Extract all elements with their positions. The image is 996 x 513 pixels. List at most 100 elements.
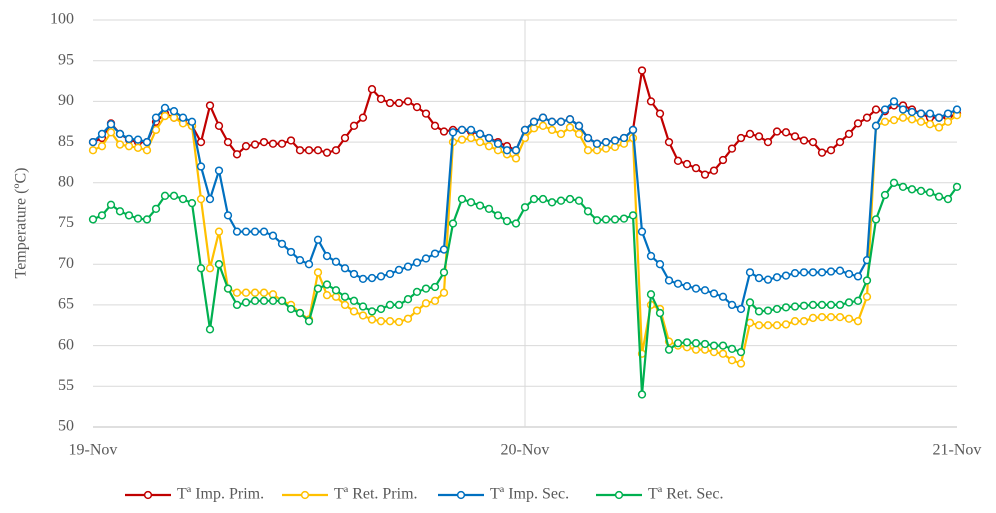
data-point — [223, 211, 233, 220]
data-point — [187, 117, 197, 126]
y-tick-label: 70 — [58, 255, 74, 272]
data-point — [754, 132, 764, 141]
legend-marker — [614, 490, 624, 500]
data-point — [448, 128, 458, 137]
data-point — [880, 190, 890, 200]
data-point — [511, 219, 521, 228]
y-tick-label: 90 — [58, 92, 74, 109]
y-axis-label: Temperature (ºC) — [13, 168, 30, 279]
data-point — [313, 284, 323, 293]
data-point — [394, 300, 404, 310]
data-point — [214, 260, 224, 269]
data-point — [358, 302, 368, 311]
data-point — [268, 231, 278, 240]
data-point — [709, 166, 719, 175]
data-point — [853, 296, 863, 305]
data-point — [709, 341, 719, 350]
data-point — [376, 317, 386, 326]
data-point — [259, 227, 269, 236]
data-point — [250, 140, 260, 149]
data-point — [718, 155, 728, 165]
data-point — [241, 298, 251, 307]
data-point — [349, 307, 359, 316]
data-point — [97, 129, 107, 139]
data-point — [286, 304, 296, 314]
data-point — [889, 178, 899, 187]
data-point — [835, 266, 845, 275]
data-point — [457, 135, 467, 144]
data-point — [421, 254, 431, 263]
data-point — [826, 312, 836, 322]
data-point — [124, 211, 134, 220]
data-point — [871, 105, 881, 114]
data-point — [421, 284, 431, 293]
data-point — [412, 102, 422, 112]
data-point — [853, 119, 863, 128]
data-point — [340, 133, 350, 143]
data-point — [655, 109, 665, 118]
data-point — [763, 137, 773, 147]
data-point — [664, 137, 674, 147]
data-point — [367, 273, 377, 283]
data-point — [448, 219, 458, 228]
data-point — [763, 275, 773, 284]
data-point — [520, 125, 530, 135]
data-point — [178, 113, 188, 122]
series — [88, 178, 962, 399]
data-point — [142, 137, 152, 147]
data-point — [313, 146, 323, 155]
data-point — [151, 204, 161, 213]
data-point — [709, 289, 719, 298]
data-point — [232, 300, 242, 310]
data-point — [592, 139, 602, 148]
data-point — [646, 97, 656, 106]
data-point — [322, 280, 332, 289]
data-point — [133, 214, 143, 223]
y-tick-label: 95 — [58, 51, 74, 68]
data-point — [772, 321, 782, 330]
data-point — [943, 109, 953, 118]
data-point — [466, 198, 476, 207]
data-point — [304, 146, 314, 155]
data-point — [250, 288, 260, 297]
data-point — [871, 215, 881, 224]
data-point — [412, 306, 422, 315]
data-point — [430, 296, 440, 305]
data-point — [835, 312, 845, 322]
data-point — [376, 272, 386, 281]
data-point — [196, 194, 206, 204]
data-point — [466, 133, 476, 143]
data-point — [214, 166, 224, 175]
data-point — [412, 258, 422, 267]
data-point — [790, 317, 800, 326]
data-point — [844, 314, 854, 323]
data-point — [754, 321, 764, 330]
data-point — [331, 286, 341, 295]
data-point — [637, 227, 647, 236]
data-point — [349, 269, 359, 279]
data-point — [223, 284, 233, 293]
data-point — [331, 146, 341, 155]
data-point — [205, 194, 215, 204]
data-point — [259, 296, 269, 305]
data-point — [673, 339, 683, 348]
data-point — [484, 142, 494, 151]
data-point — [799, 268, 809, 277]
data-point — [574, 196, 584, 205]
data-point — [259, 288, 269, 297]
data-point — [646, 290, 656, 299]
data-point — [277, 296, 287, 305]
data-point — [862, 113, 872, 122]
data-point — [439, 268, 449, 277]
data-point — [529, 117, 539, 126]
data-point — [322, 251, 332, 261]
data-point — [196, 137, 206, 147]
data-point — [682, 282, 692, 291]
data-point — [106, 200, 116, 209]
data-point — [763, 306, 773, 315]
data-point — [133, 143, 143, 152]
data-point — [394, 317, 404, 327]
data-point — [457, 125, 467, 135]
data-point — [673, 279, 683, 288]
